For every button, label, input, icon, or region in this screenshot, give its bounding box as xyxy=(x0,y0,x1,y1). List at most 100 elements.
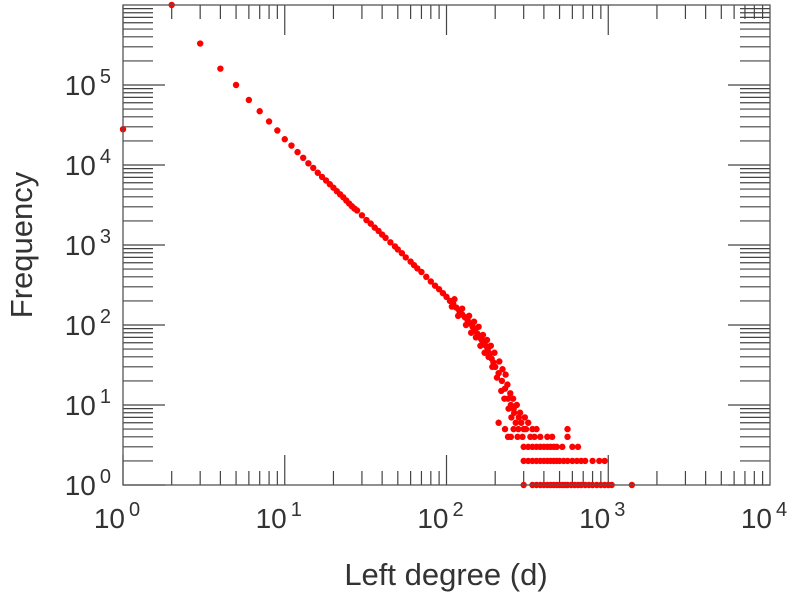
data-point xyxy=(507,433,515,441)
data-point xyxy=(589,457,596,465)
data-point xyxy=(514,433,521,441)
data-point xyxy=(498,387,505,395)
data-point xyxy=(553,443,560,451)
data-points xyxy=(119,1,636,489)
data-point xyxy=(493,374,501,381)
data-point xyxy=(423,273,430,281)
data-point xyxy=(564,425,571,433)
data-point xyxy=(418,268,425,276)
data-point xyxy=(299,154,307,162)
data-point xyxy=(274,127,281,134)
data-point xyxy=(358,212,366,219)
x-tick-label: 10 0 xyxy=(94,499,140,534)
plot-frame xyxy=(122,4,771,486)
x-tick-label: 10 1 xyxy=(256,499,302,534)
data-point xyxy=(245,96,253,104)
axis-ticks xyxy=(122,5,770,486)
data-point xyxy=(496,358,503,365)
x-tick-label: 10 2 xyxy=(417,499,463,534)
y-tick-label: 10 2 xyxy=(65,306,111,341)
x-tick-labels: 10 0 10 1 10 2 10 3 10 4 xyxy=(94,499,787,534)
x-axis-label: Left degree (d) xyxy=(344,557,547,592)
data-point xyxy=(367,220,374,227)
data-point xyxy=(196,40,204,47)
data-point xyxy=(435,286,443,293)
data-point xyxy=(501,425,509,433)
data-point xyxy=(462,321,470,329)
y-tick-label: 10 5 xyxy=(65,66,111,101)
data-point xyxy=(564,433,571,441)
x-tick-label: 10 4 xyxy=(741,499,787,534)
data-point xyxy=(481,349,488,356)
data-point xyxy=(294,148,301,156)
data-point xyxy=(569,457,576,465)
data-point xyxy=(513,401,520,409)
data-point xyxy=(470,318,478,325)
data-point xyxy=(458,305,466,312)
data-point xyxy=(510,409,518,416)
data-point xyxy=(559,443,566,451)
data-point xyxy=(487,342,495,349)
data-point xyxy=(489,363,496,371)
data-point xyxy=(520,443,527,451)
data-point xyxy=(521,414,529,421)
data-point xyxy=(232,81,240,89)
data-point xyxy=(569,443,576,451)
data-point xyxy=(454,312,462,320)
data-point xyxy=(537,433,544,441)
data-point xyxy=(477,342,484,349)
data-point xyxy=(479,331,487,339)
data-point xyxy=(265,118,273,125)
y-tick-label: 10 1 xyxy=(65,386,111,421)
data-point xyxy=(498,377,506,385)
data-point xyxy=(414,265,421,272)
data-point xyxy=(516,409,524,416)
data-point xyxy=(522,425,530,433)
data-point xyxy=(465,312,473,320)
data-point xyxy=(512,419,519,426)
data-point xyxy=(314,169,321,176)
data-point xyxy=(533,425,540,433)
y-axis-label: Frequency xyxy=(4,171,39,318)
data-point xyxy=(502,371,509,378)
data-point xyxy=(520,457,527,465)
data-point xyxy=(596,457,603,465)
data-point xyxy=(531,433,538,441)
data-point xyxy=(574,443,582,451)
data-point xyxy=(363,216,370,224)
data-point xyxy=(507,390,514,397)
data-point xyxy=(548,433,556,441)
data-point xyxy=(256,108,263,115)
data-point xyxy=(510,425,517,433)
data-point xyxy=(495,419,502,426)
data-point xyxy=(448,303,456,310)
data-point xyxy=(394,246,402,253)
data-point xyxy=(472,334,480,341)
data-point xyxy=(499,366,506,373)
data-point xyxy=(467,329,475,336)
y-tick-label: 10 3 xyxy=(65,226,111,261)
data-point xyxy=(483,336,491,344)
data-point xyxy=(475,323,482,330)
data-point xyxy=(508,414,515,421)
data-point xyxy=(427,278,435,285)
data-point xyxy=(504,381,511,388)
data-point xyxy=(505,405,512,412)
data-point xyxy=(353,207,361,214)
data-point xyxy=(485,353,492,361)
x-tick-label: 10 3 xyxy=(579,499,625,534)
data-point xyxy=(525,419,532,426)
data-point xyxy=(305,160,312,167)
data-point xyxy=(382,234,389,242)
data-point xyxy=(544,433,551,441)
data-point xyxy=(491,349,498,356)
data-point xyxy=(281,136,288,143)
data-point xyxy=(515,425,522,433)
data-point xyxy=(398,249,406,257)
data-point xyxy=(519,433,526,441)
data-point xyxy=(581,457,589,465)
y-tick-label: 10 0 xyxy=(65,466,111,501)
data-point xyxy=(601,457,608,465)
